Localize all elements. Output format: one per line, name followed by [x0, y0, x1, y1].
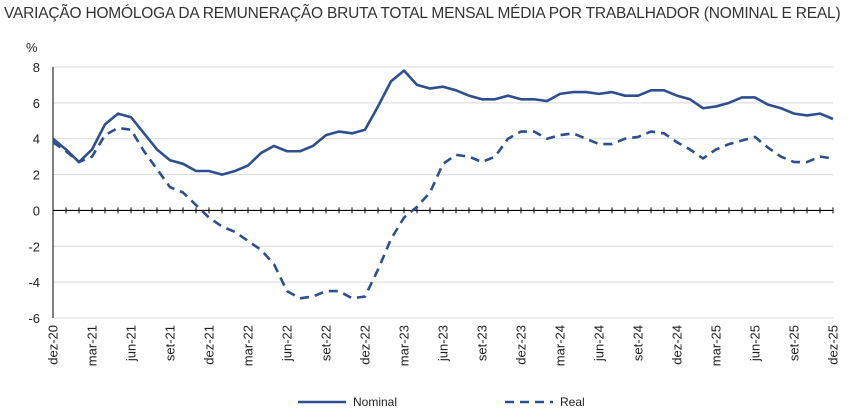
x-tick-label: jun-22	[280, 325, 295, 362]
legend-label-nominal: Nominal	[353, 395, 397, 409]
y-tick-label: -2	[28, 239, 40, 254]
x-tick-label: dez-25	[826, 325, 841, 365]
x-tick-label: dez-21	[202, 325, 217, 365]
x-tick-label: mar-23	[397, 325, 412, 366]
tick-labels: 8 6 4 2 0 -2 -4 -6 dez-20 mar-21 jun-21 set-21 dez-2…	[28, 60, 840, 366]
chart-title: VARIAÇÃO HOMÓLOGA DA REMUNERAÇÃO BRUTA T…	[4, 5, 841, 22]
x-tick-label: dez-23	[514, 325, 529, 365]
axes	[52, 67, 834, 318]
x-tick-label: dez-20	[46, 325, 61, 365]
y-tick-label: 6	[33, 96, 40, 111]
y-tick-label: 8	[33, 60, 40, 75]
x-tick-label: set-23	[475, 325, 490, 361]
x-tick-label: set-25	[787, 325, 802, 361]
y-tick-label: 2	[33, 168, 40, 183]
series-line-real	[52, 126, 834, 300]
x-tick-label: mar-24	[553, 325, 568, 366]
x-tick-label: jun-24	[592, 325, 607, 362]
x-tick-label: jun-25	[748, 325, 763, 362]
series-lines	[52, 69, 834, 300]
x-tick-label: set-22	[319, 325, 334, 361]
x-tick-label: jun-23	[436, 325, 451, 362]
x-tick-label: dez-24	[670, 325, 685, 365]
y-tick-label: -4	[28, 275, 40, 290]
x-tick-label: set-21	[163, 325, 178, 361]
y-axis-label: %	[26, 40, 38, 55]
x-tick-label: dez-22	[358, 325, 373, 365]
y-tick-label: 4	[33, 132, 40, 147]
series-line-nominal	[52, 69, 834, 176]
x-tick-label: mar-25	[709, 325, 724, 366]
x-tick-label: mar-22	[241, 325, 256, 366]
y-tick-label: 0	[33, 203, 40, 218]
x-tick-label: mar-21	[85, 325, 100, 366]
legend-label-real: Real	[560, 395, 585, 409]
x-tick-label: set-24	[631, 325, 646, 361]
x-tick-label: jun-21	[124, 325, 139, 362]
legend: Nominal Real	[298, 395, 585, 409]
gridlines	[53, 66, 833, 319]
y-tick-label: -6	[28, 311, 40, 326]
